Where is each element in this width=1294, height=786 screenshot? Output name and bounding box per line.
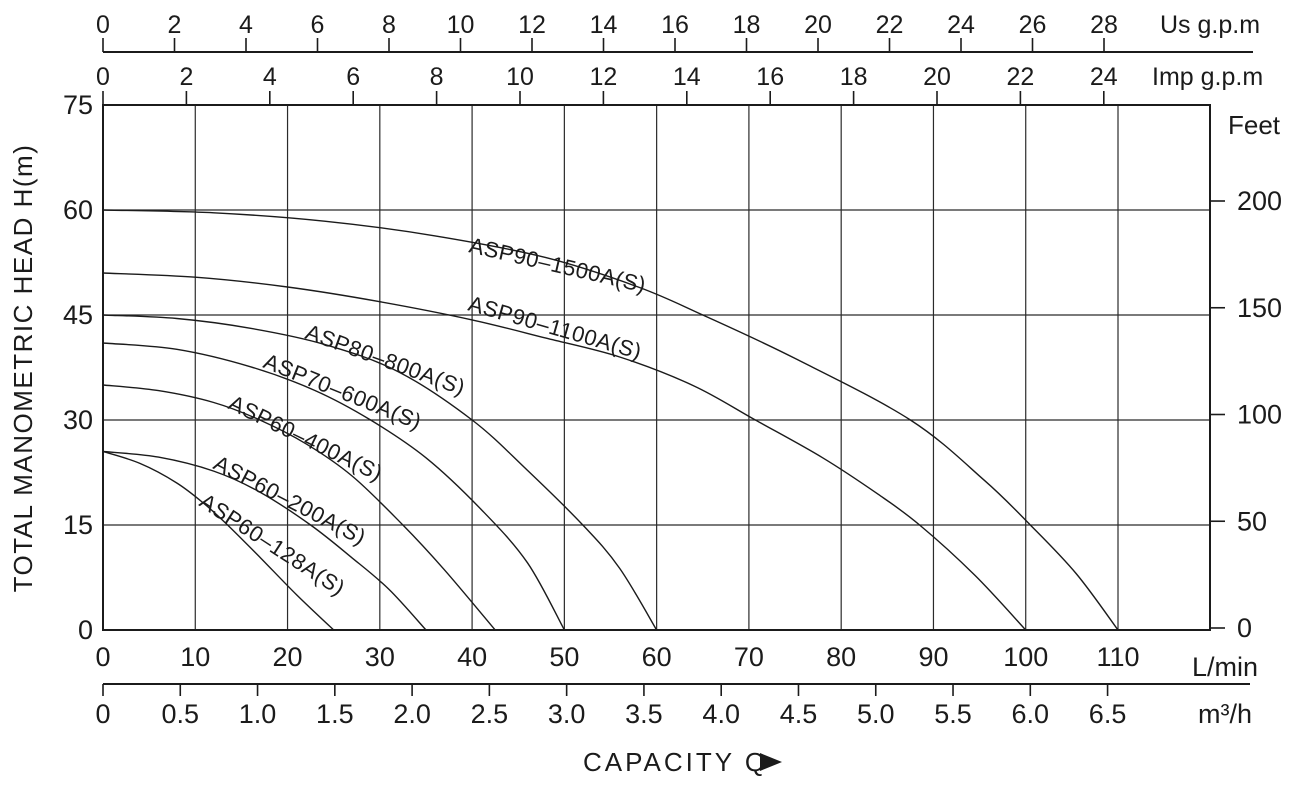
- us-gpm-tick-label: 10: [447, 11, 475, 39]
- pump-curve-label: ASP90–1100A(S): [466, 291, 645, 364]
- pump-curve-label: ASP90–1500A(S): [467, 233, 649, 298]
- m3h-tick-label: 5.0: [857, 699, 895, 729]
- y-axis-title: TOTAL MANOMETRIC HEAD H(m): [8, 144, 38, 593]
- lmin-tick-label: 50: [549, 642, 579, 672]
- pump-curve: [102, 450, 335, 631]
- pump-curve: [102, 342, 566, 631]
- imp-gpm-tick-label: 20: [923, 63, 951, 91]
- imp-gpm-tick-label: 10: [506, 63, 534, 91]
- imp-gpm-tick-label: 22: [1006, 63, 1034, 91]
- us-gpm-tick-label: 8: [382, 11, 396, 39]
- m3h-axis-label: m³/h: [1198, 699, 1252, 729]
- us-gpm-tick-label: 14: [590, 11, 618, 39]
- lmin-tick-label: 0: [95, 642, 110, 672]
- feet-tick-label: 200: [1237, 186, 1282, 216]
- head-m-tick-label: 60: [63, 195, 93, 225]
- imp-gpm-axis-label: Imp g.p.m: [1152, 63, 1263, 91]
- head-m-tick-label: 0: [78, 615, 93, 645]
- m3h-tick-label: 2.0: [393, 699, 431, 729]
- imp-gpm-tick-label: 4: [263, 63, 277, 91]
- capacity-arrow-icon: [760, 753, 782, 771]
- us-gpm-tick-label: 20: [804, 11, 832, 39]
- lmin-tick-label: 60: [642, 642, 672, 672]
- us-gpm-tick-label: 28: [1090, 11, 1118, 39]
- us-gpm-tick-label: 2: [168, 11, 182, 39]
- pump-curve: [102, 450, 427, 631]
- feet-tick-label: 0: [1237, 613, 1252, 643]
- us-gpm-tick-label: 26: [1019, 11, 1047, 39]
- m3h-tick-label: 4.0: [702, 699, 740, 729]
- us-gpm-tick-label: 6: [311, 11, 325, 39]
- us-gpm-tick-label: 22: [876, 11, 904, 39]
- lmin-tick-label: 80: [826, 642, 856, 672]
- m3h-tick-label: 1.0: [239, 699, 277, 729]
- pump-curve: [102, 209, 1119, 631]
- head-m-tick-label: 45: [63, 300, 93, 330]
- lmin-tick-label: 100: [1003, 642, 1048, 672]
- m3h-tick-label: 1.5: [316, 699, 354, 729]
- m3h-tick-label: 0: [95, 699, 110, 729]
- lmin-tick-label: 40: [457, 642, 487, 672]
- m3h-tick-label: 6.0: [1012, 699, 1050, 729]
- lmin-tick-label: 10: [180, 642, 210, 672]
- lmin-tick-label: 90: [918, 642, 948, 672]
- lmin-axis-label: L/min: [1192, 652, 1258, 682]
- m3h-tick-label: 6.5: [1089, 699, 1127, 729]
- head-m-tick-label: 15: [63, 510, 93, 540]
- us-gpm-tick-label: 24: [947, 11, 975, 39]
- m3h-tick-label: 3.0: [548, 699, 586, 729]
- us-gpm-tick-label: 16: [661, 11, 689, 39]
- imp-gpm-tick-label: 0: [96, 63, 110, 91]
- pump-curve: [102, 314, 658, 631]
- imp-gpm-tick-label: 14: [673, 63, 701, 91]
- lmin-tick-label: 30: [365, 642, 395, 672]
- us-gpm-tick-label: 12: [518, 11, 546, 39]
- imp-gpm-tick-label: 24: [1090, 63, 1118, 91]
- feet-axis-label: Feet: [1228, 110, 1281, 140]
- feet-tick-label: 50: [1237, 506, 1267, 536]
- us-gpm-tick-label: 0: [96, 11, 110, 39]
- head-m-tick-label: 75: [63, 90, 93, 120]
- m3h-tick-label: 4.5: [780, 699, 818, 729]
- imp-gpm-tick-label: 2: [179, 63, 193, 91]
- m3h-tick-label: 0.5: [162, 699, 200, 729]
- us-gpm-axis-label: Us g.p.m: [1160, 11, 1260, 39]
- imp-gpm-tick-label: 18: [840, 63, 868, 91]
- lmin-tick-label: 20: [273, 642, 303, 672]
- lmin-tick-label: 110: [1096, 642, 1139, 672]
- us-gpm-tick-label: 18: [733, 11, 761, 39]
- imp-gpm-tick-label: 8: [430, 63, 444, 91]
- m3h-tick-label: 3.5: [625, 699, 663, 729]
- feet-tick-label: 100: [1237, 400, 1282, 430]
- feet-tick-label: 150: [1237, 293, 1282, 323]
- head-m-tick-label: 30: [63, 405, 93, 435]
- imp-gpm-tick-label: 6: [346, 63, 360, 91]
- lmin-tick-label: 70: [734, 642, 764, 672]
- pump-curve: [102, 272, 1027, 631]
- m3h-tick-label: 2.5: [471, 699, 509, 729]
- pump-curve: [102, 384, 496, 631]
- us-gpm-tick-label: 4: [239, 11, 253, 39]
- m3h-tick-label: 5.5: [934, 699, 972, 729]
- x-axis-title: CAPACITY Q: [583, 747, 768, 777]
- imp-gpm-tick-label: 12: [589, 63, 617, 91]
- imp-gpm-tick-label: 16: [756, 63, 784, 91]
